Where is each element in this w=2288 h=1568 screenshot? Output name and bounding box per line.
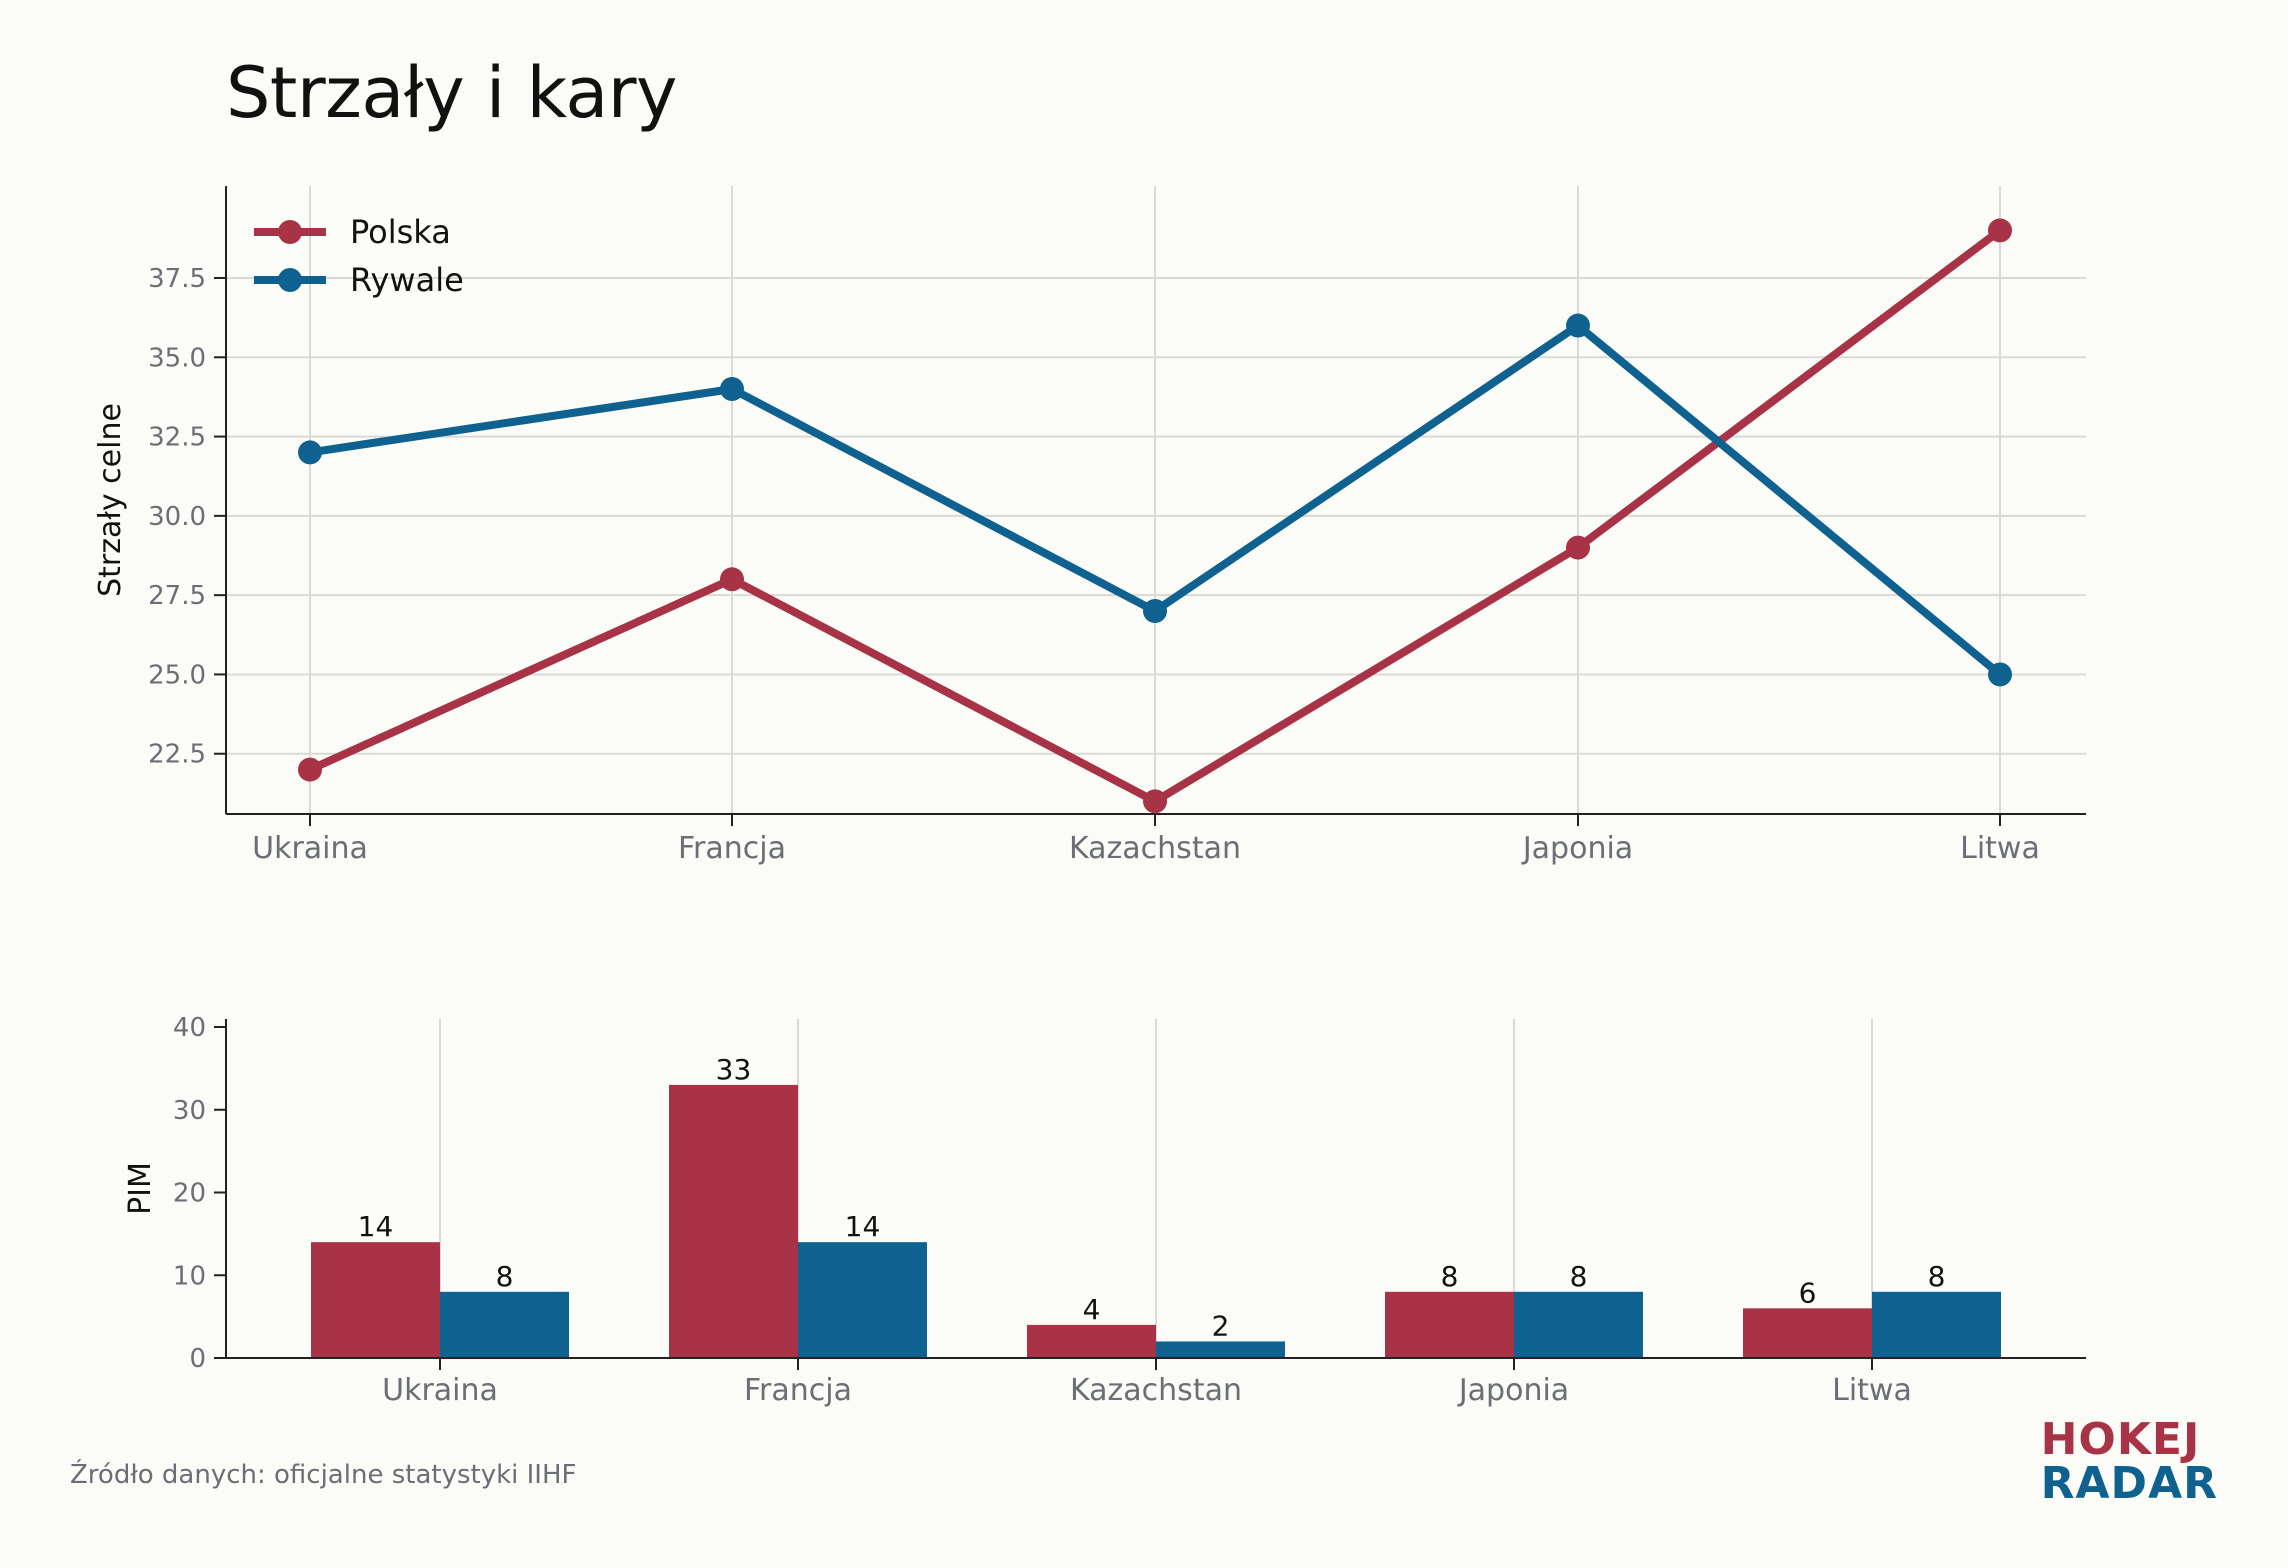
line-point [1988,662,2012,687]
line-ytick-label: 35.0 [148,343,206,373]
line-point [298,440,322,465]
line-point [1143,789,1167,814]
line-point [720,376,744,401]
bar-ytick-label: 20 [173,1179,206,1209]
bar-value-label: 8 [1570,1260,1588,1293]
line-xtick-label: Francja [678,831,786,866]
bar-ytick-label: 40 [173,1013,206,1043]
bar-polska [311,1242,440,1358]
bar-value-label: 8 [1441,1260,1459,1293]
bar-value-label: 2 [1212,1309,1230,1342]
bar-polska [1027,1324,1156,1358]
bar-polska [1385,1291,1514,1358]
brand-logo: HOKEJ RADAR [2041,1418,2218,1506]
legend-marker [278,220,302,244]
bar-rywale [1156,1341,1285,1358]
line-ytick-label: 37.5 [148,264,206,294]
bar-xtick-label: Francja [744,1373,852,1408]
bar-ytick-label: 10 [173,1261,206,1291]
bar-rywale [1872,1291,2001,1358]
bar-value-label: 14 [358,1210,394,1243]
bar-xtick-label: Ukraina [382,1373,498,1408]
line-ytick-label: 30.0 [148,502,206,532]
bar-rywale [798,1242,927,1358]
bar-xtick-label: Japonia [1457,1373,1569,1408]
line-point [1566,313,1590,338]
bar-xtick-label: Kazachstan [1070,1373,1242,1408]
line-point [1988,218,2012,243]
bar-value-label: 8 [496,1260,514,1293]
line-point [1143,599,1167,624]
line-point [1566,535,1590,560]
line-xtick-label: Japonia [1521,831,1633,866]
line-ytick-label: 25.0 [148,660,206,690]
bar-value-label: 4 [1083,1293,1101,1326]
bar-ytick-label: 0 [189,1344,206,1374]
bar-rywale [440,1291,569,1358]
legend-label: Polska [350,213,451,251]
legend-marker [278,268,302,292]
line-point [720,567,744,592]
legend-label: Rywale [350,261,464,299]
bar-polska [1743,1308,1872,1358]
line-point [298,757,322,782]
bar-polska [669,1084,798,1358]
line-xtick-label: Kazachstan [1069,831,1241,866]
bar-value-label: 14 [845,1210,881,1243]
bar-ytick-label: 30 [173,1096,206,1126]
line-ytick-label: 22.5 [148,740,206,770]
logo-line-2: RADAR [2040,1458,2218,1509]
line-y-axis-label: Strzały celne [93,403,128,597]
bar-value-label: 33 [716,1053,752,1086]
bar-value-label: 8 [1928,1260,1946,1293]
bar-rywale [1514,1291,1643,1358]
line-xtick-label: Litwa [1960,831,2040,866]
bar-value-label: 6 [1799,1276,1817,1309]
bar-xtick-label: Litwa [1832,1373,1912,1408]
line-xtick-label: Ukraina [252,831,368,866]
chart-title: Strzały i kary [226,52,677,134]
line-ytick-label: 27.5 [148,581,206,611]
source-note: Źródło danych: oficjalne statystyki IIHF [70,1460,577,1490]
logo-line-1: HOKEJ [2040,1414,2201,1465]
bar-y-axis-label: PIM [123,1162,158,1215]
line-ytick-label: 32.5 [148,423,206,453]
